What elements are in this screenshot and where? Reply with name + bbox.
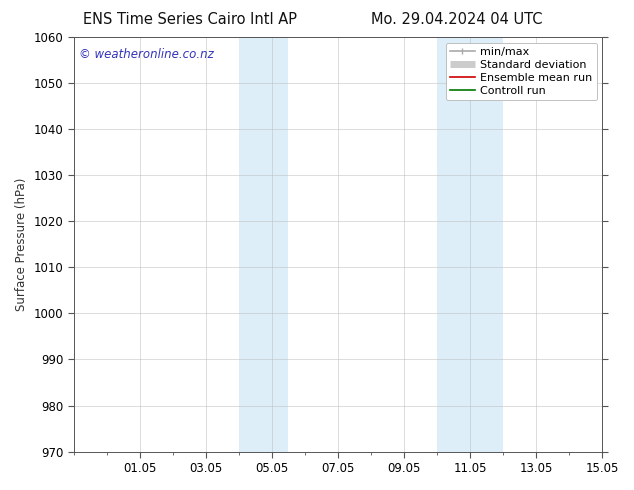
Legend: min/max, Standard deviation, Ensemble mean run, Controll run: min/max, Standard deviation, Ensemble me… (446, 43, 597, 100)
Bar (239, 37, 288, 452)
Text: © weatheronline.co.nz: © weatheronline.co.nz (79, 48, 214, 60)
Y-axis label: Surface Pressure (hPa): Surface Pressure (hPa) (15, 178, 28, 311)
Text: Mo. 29.04.2024 04 UTC: Mo. 29.04.2024 04 UTC (371, 12, 542, 27)
Bar (437, 37, 503, 452)
Text: ENS Time Series Cairo Intl AP: ENS Time Series Cairo Intl AP (83, 12, 297, 27)
